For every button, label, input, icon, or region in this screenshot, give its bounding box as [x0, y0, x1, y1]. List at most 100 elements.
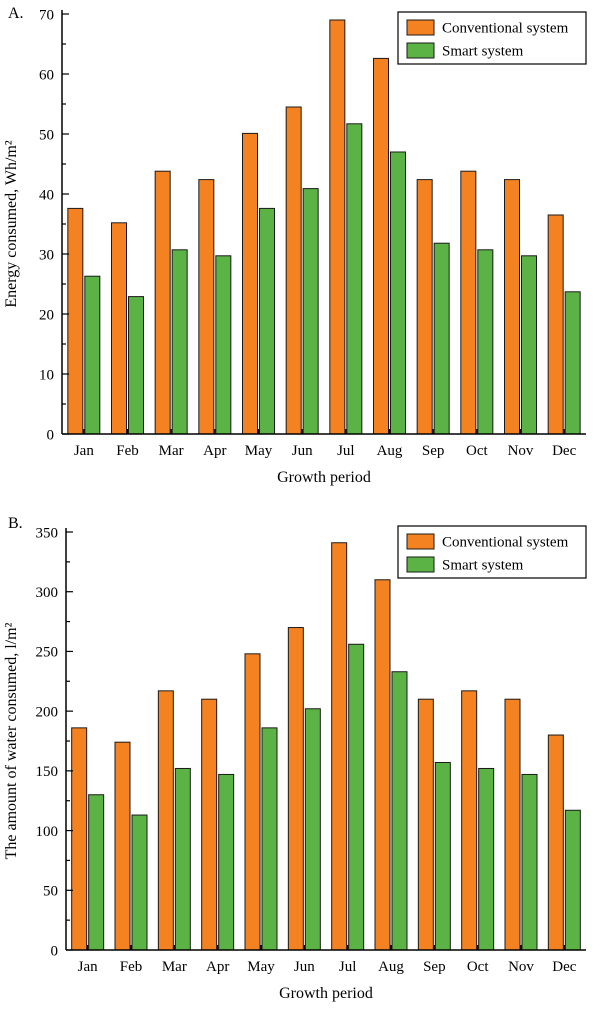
y-tick-label: 30 [39, 247, 54, 263]
bar-conventional-system-feb [114, 741, 131, 951]
bar-conventional-system-apr [201, 698, 218, 951]
x-tick-label: Mar [159, 443, 184, 459]
bar-conventional-system-nov [504, 179, 520, 435]
bar-conventional-system-aug [374, 579, 391, 951]
bar-smart-system-oct [477, 249, 494, 435]
bar-smart-system-jul [346, 123, 363, 435]
y-tick-label: 300 [36, 585, 59, 601]
x-tick-label: May [245, 443, 273, 459]
bar-conventional-system-may [244, 653, 261, 951]
legend-label-conventional-system: Conventional system [442, 21, 569, 37]
bar-smart-system-jan [88, 794, 105, 951]
bar-smart-system-may [259, 207, 275, 435]
x-axis-title: Growth period [279, 985, 373, 1002]
x-tick-label: May [247, 959, 275, 975]
x-axis-title: Growth period [277, 469, 371, 486]
y-tick-label: 60 [39, 67, 54, 83]
legend-label-conventional-system: Conventional system [442, 535, 569, 551]
legend-label-smart-system: Smart system [442, 44, 524, 60]
bar-conventional-system-dec [547, 214, 564, 435]
y-tick-label: 250 [36, 645, 59, 661]
x-tick-label: Nov [508, 959, 534, 975]
bar-smart-system-apr [215, 255, 232, 435]
y-tick-label: 50 [43, 884, 58, 900]
x-tick-label: Oct [467, 959, 489, 975]
bar-smart-system-aug [391, 671, 408, 951]
bar-smart-system-apr [218, 773, 235, 951]
x-tick-label: Feb [120, 959, 143, 975]
bar-conventional-system-mar [154, 170, 171, 435]
x-tick-label: Jun [294, 959, 315, 975]
bar-smart-system-jul [348, 643, 365, 951]
bar-conventional-system-nov [504, 698, 521, 951]
bar-smart-system-feb [128, 296, 144, 435]
bar-smart-system-mar [174, 767, 191, 951]
x-tick-label: Sep [423, 959, 446, 975]
legend-swatch-conventional-system [406, 533, 435, 550]
bar-smart-system-jan [84, 275, 101, 435]
bar-conventional-system-sep [417, 698, 434, 951]
bar-conventional-system-may [242, 132, 258, 435]
bar-conventional-system-oct [460, 170, 477, 435]
bar-conventional-system-aug [373, 57, 389, 435]
legend-swatch-smart-system [406, 556, 435, 573]
bar-conventional-system-mar [157, 690, 174, 951]
y-tick-label: 0 [51, 943, 59, 959]
panel-label: B. [8, 515, 23, 532]
y-tick-label: 10 [39, 367, 54, 383]
x-tick-label: Feb [116, 443, 139, 459]
bar-conventional-system-jul [329, 19, 346, 435]
x-tick-label: Jan [78, 959, 98, 975]
x-tick-label: Dec [552, 959, 576, 975]
x-tick-label: Jul [337, 443, 355, 459]
x-tick-label: Jul [339, 959, 357, 975]
x-tick-label: Jun [292, 443, 313, 459]
bar-conventional-system-apr [198, 179, 215, 435]
bar-smart-system-dec [564, 809, 581, 951]
bar-smart-system-dec [564, 291, 581, 435]
bar-smart-system-may [261, 727, 278, 951]
x-tick-label: Sep [422, 443, 445, 459]
y-axis-title: Energy consumed, Wh/m² [3, 140, 20, 307]
bar-smart-system-sep [434, 761, 451, 951]
bar-conventional-system-dec [547, 734, 564, 951]
legend-swatch-conventional-system [406, 19, 435, 36]
x-tick-label: Apr [206, 959, 229, 975]
bar-conventional-system-jun [287, 627, 304, 951]
bar-smart-system-aug [390, 151, 406, 435]
x-tick-label: Mar [162, 959, 187, 975]
x-tick-label: Nov [508, 443, 534, 459]
y-tick-label: 40 [39, 187, 54, 203]
y-tick-label: 200 [36, 704, 59, 720]
x-tick-label: Aug [378, 959, 404, 975]
legend-label-smart-system: Smart system [442, 558, 524, 574]
y-tick-label: 20 [39, 307, 54, 323]
bar-smart-system-oct [478, 767, 495, 951]
bar-smart-system-feb [131, 814, 148, 951]
y-axis-title: The amount of water consumed, l/m² [3, 622, 20, 859]
bar-conventional-system-sep [416, 179, 433, 435]
y-tick-label: 70 [39, 7, 54, 23]
x-tick-label: Oct [466, 443, 488, 459]
x-tick-label: Aug [377, 443, 403, 459]
bar-conventional-system-oct [461, 690, 478, 951]
bar-conventional-system-jan [67, 207, 84, 435]
bar-smart-system-jun [302, 188, 319, 435]
bar-smart-system-nov [521, 255, 537, 435]
y-tick-label: 150 [36, 764, 59, 780]
chart-water-consumed: 0 50 100 150 200 250 300 350 Jan Feb Mar Apr May Jun J… [3, 515, 587, 1002]
legend-swatch-smart-system [406, 42, 435, 59]
bar-conventional-system-jul [331, 542, 348, 951]
panel-label: A. [8, 5, 24, 22]
bar-conventional-system-jun [285, 106, 302, 435]
x-tick-label: Apr [203, 443, 226, 459]
bar-smart-system-nov [521, 773, 538, 951]
x-tick-label: Jan [74, 443, 94, 459]
y-tick-label: 100 [36, 824, 59, 840]
y-tick-label: 0 [47, 427, 55, 443]
bar-conventional-system-feb [111, 222, 127, 435]
bar-smart-system-mar [171, 249, 188, 435]
y-tick-label: 350 [36, 525, 59, 541]
y-tick-label: 50 [39, 127, 54, 143]
